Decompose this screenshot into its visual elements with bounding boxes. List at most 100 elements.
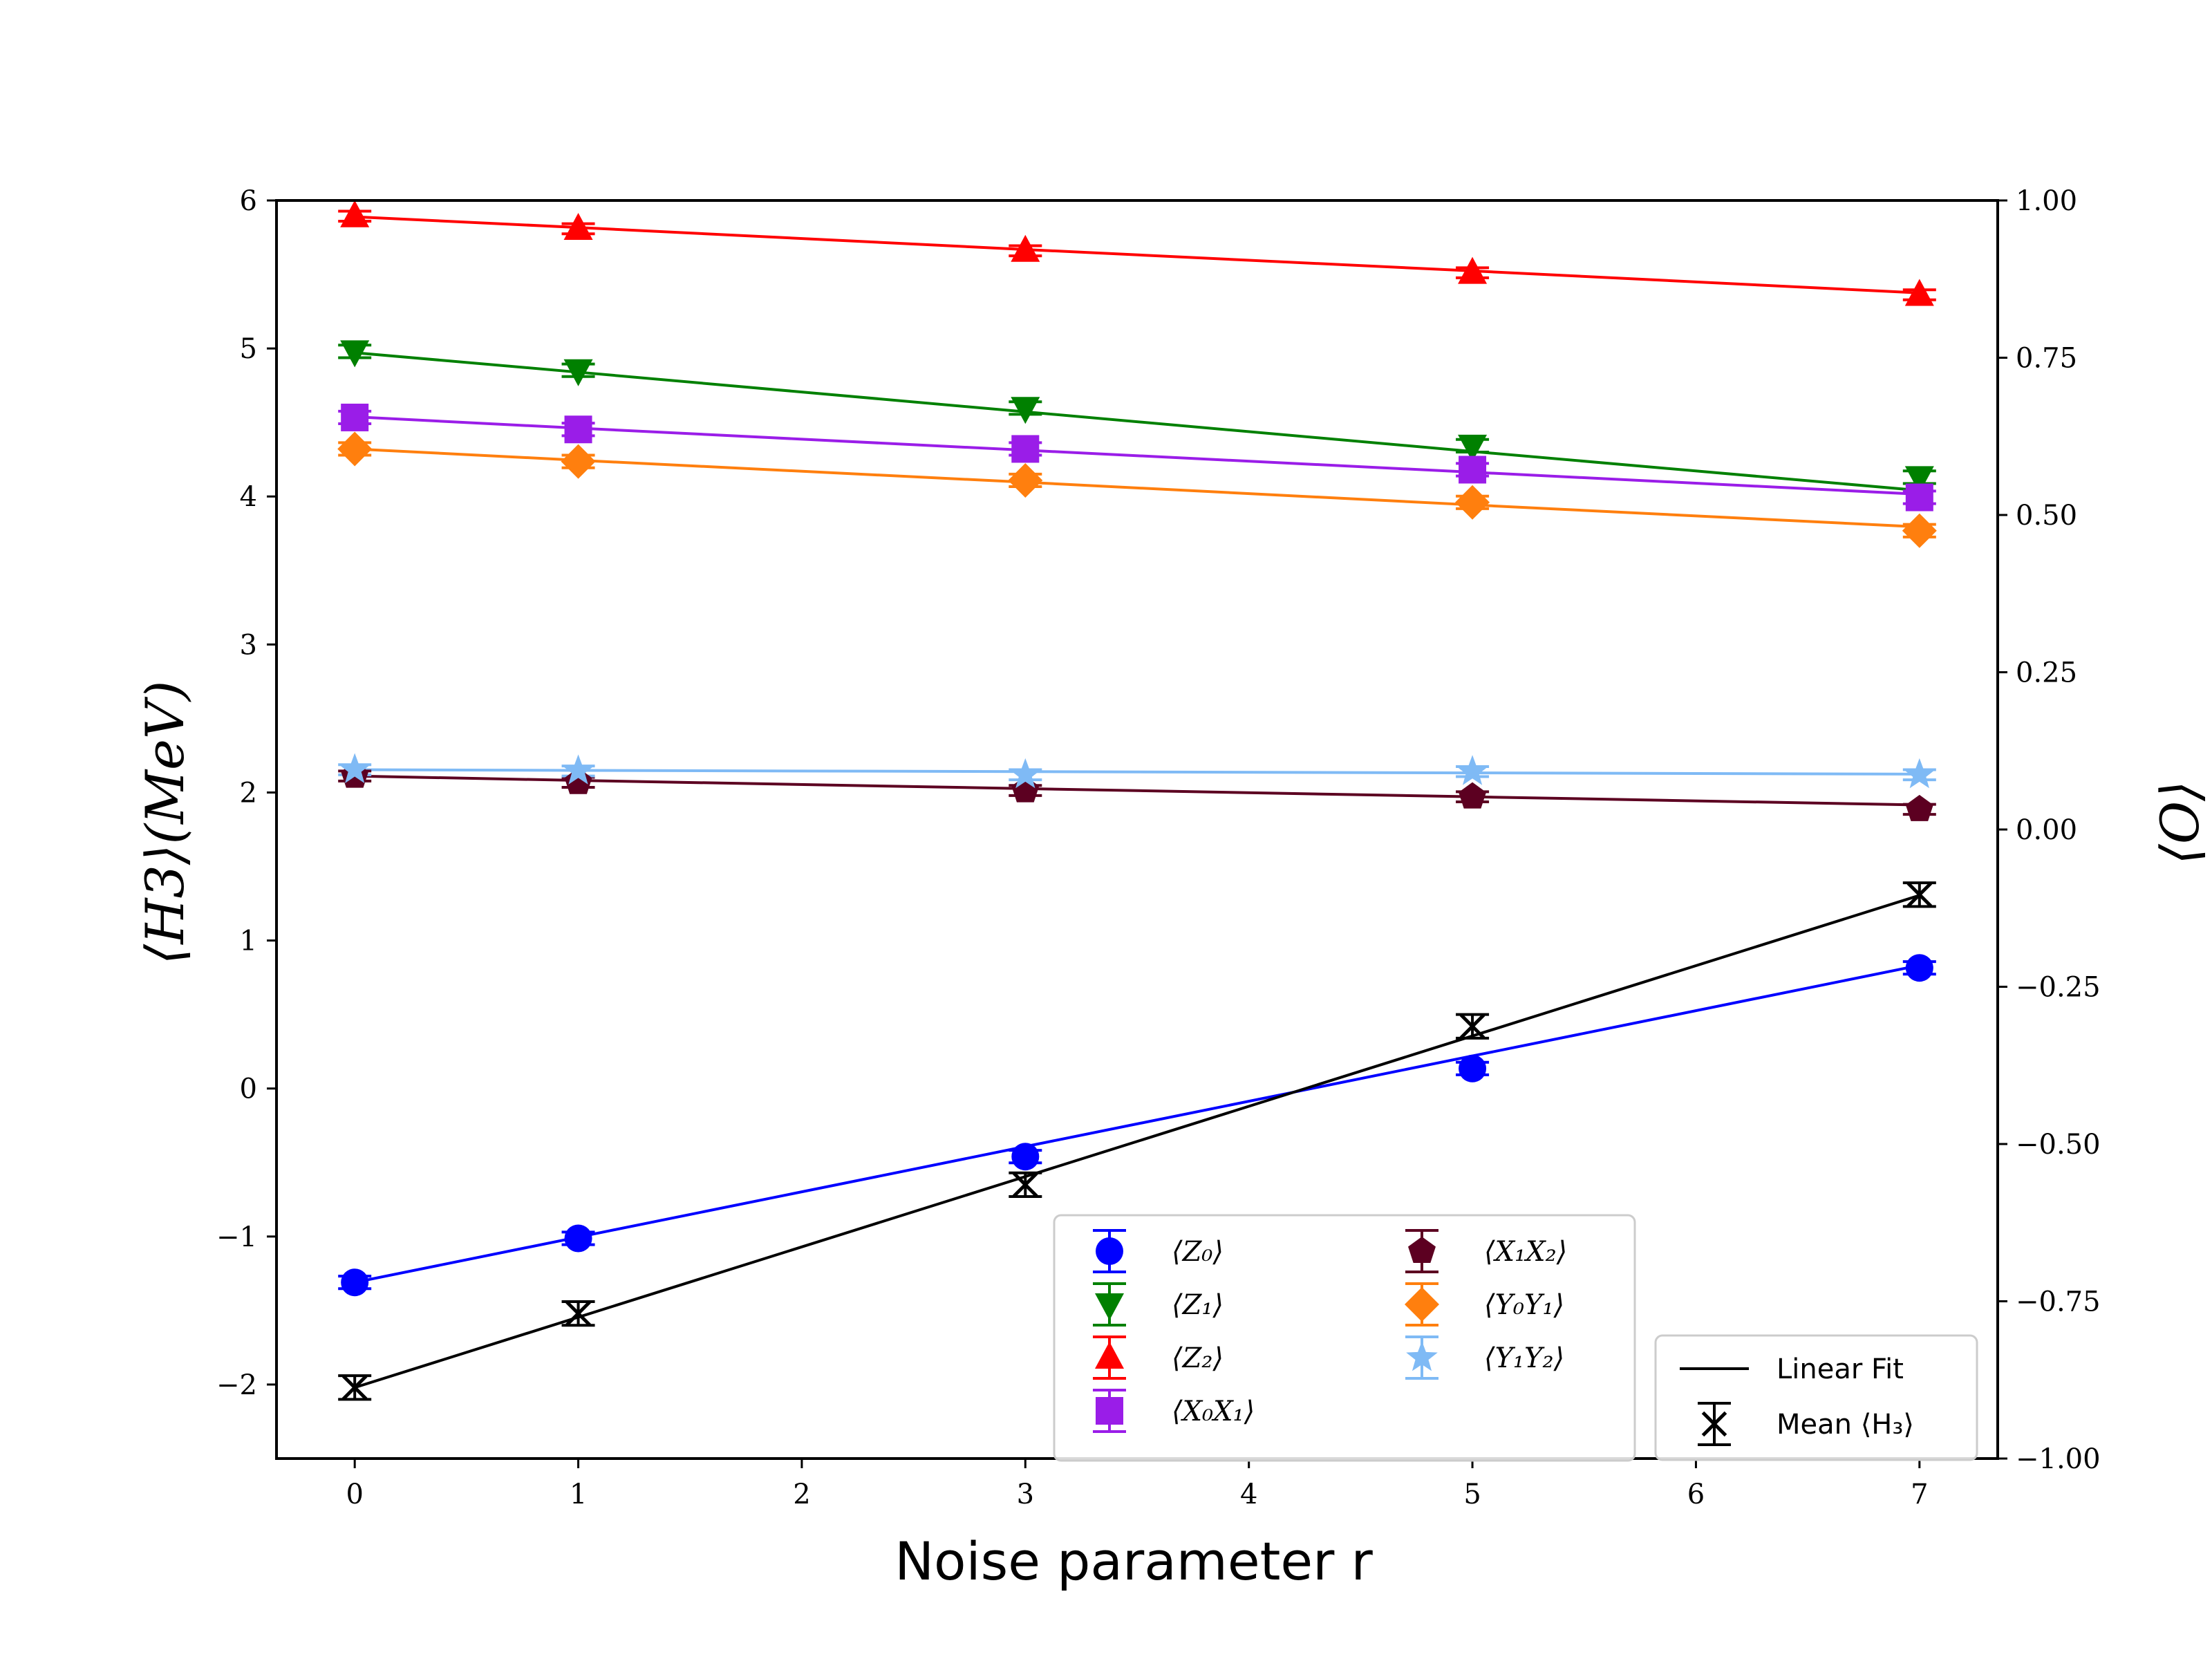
data-point-right-1-4 <box>1904 466 1934 494</box>
data-point-right-2-0 <box>340 200 370 227</box>
legend-marker-1 <box>1095 1293 1124 1320</box>
legend-fit: Linear Fit Mean ⟨H₃⟩ <box>1654 1334 1978 1461</box>
y-left-tick-label-1: −1 <box>216 1221 257 1253</box>
legend-main-frame <box>1053 1214 1636 1462</box>
data-point-right-0-2 <box>1011 1143 1040 1171</box>
legend-marker-5 <box>1405 1287 1439 1322</box>
data-point-left-0-0 <box>341 1374 368 1400</box>
data-point-right-5-2 <box>1008 462 1043 498</box>
data-point-right-0-3 <box>1459 1054 1487 1082</box>
data-point-right-4-3 <box>1459 782 1487 809</box>
y-right-tick-label-8: 1.00 <box>2016 185 2077 217</box>
y-left-tick-label-7: 5 <box>240 333 257 365</box>
data-point-right-2-4 <box>1904 279 1934 306</box>
x-tick-label-1: 1 <box>570 1479 587 1510</box>
data-point-right-6-1 <box>562 754 594 785</box>
data-point-right-3-1 <box>564 415 592 444</box>
data-point-right-0-1 <box>564 1224 592 1253</box>
x-axis-ticks: 0 1 2 3 4 5 6 7 <box>346 1459 1929 1510</box>
y-right-tick-label-1: −0.75 <box>2016 1286 2101 1318</box>
legend-item-0: ⟨Z₀⟩ <box>1093 1229 1224 1273</box>
data-point-right-3-3 <box>1459 456 1487 484</box>
legend-item-1: ⟨Z₁⟩ <box>1093 1282 1224 1327</box>
y-left-axis-ticks: −2 −1 0 1 2 3 4 5 6 <box>216 185 276 1401</box>
x-tick-label-5: 5 <box>1463 1479 1481 1510</box>
data-point-right-3-4 <box>1905 483 1933 512</box>
y-right-tick-label-0: −1.00 <box>2016 1443 2101 1475</box>
legend-label-6: ⟨Y₁Y₂⟩ <box>1484 1342 1564 1374</box>
data-point-right-1-1 <box>563 359 593 386</box>
legend-fit-marker-1 <box>1701 1411 1727 1437</box>
data-point-right-6-0 <box>339 753 371 783</box>
data-point-left-0-4 <box>1906 881 1933 908</box>
legend-fit-item-0: Linear Fit <box>1680 1353 1904 1385</box>
data-point-right-3-0 <box>341 403 369 431</box>
legend-marker-3 <box>1096 1397 1123 1425</box>
x-tick-label-2: 2 <box>793 1479 810 1510</box>
data-point-right-1-2 <box>1011 397 1040 424</box>
data-point-right-2-3 <box>1458 256 1488 284</box>
x-tick-label-7: 7 <box>1911 1479 1928 1510</box>
data-point-right-6-3 <box>1456 755 1488 785</box>
x-tick-label-6: 6 <box>1687 1479 1705 1510</box>
data-point-right-5-4 <box>1902 513 1937 548</box>
legend-marker-4 <box>1408 1237 1436 1263</box>
legend-marker-2 <box>1095 1342 1124 1369</box>
y-right-tick-label-7: 0.75 <box>2016 343 2077 375</box>
data-point-left-0-2 <box>1013 1172 1038 1198</box>
data-point-right-1-3 <box>1458 434 1488 462</box>
y-right-tick-label-5: 0.25 <box>2016 657 2077 689</box>
data-point-left-0-1 <box>565 1300 591 1327</box>
y-right-axis-ticks: −1.00 −0.75 −0.50 −0.25 0.00 0.25 0.50 0.75 1.00 <box>1998 185 2101 1475</box>
legend-fit-item-1: Mean ⟨H₃⟩ <box>1698 1402 1914 1446</box>
y-left-tick-label-5: 3 <box>240 629 257 661</box>
data-point-right-6-4 <box>1903 758 1936 789</box>
data-point-right-6-2 <box>1009 758 1042 789</box>
y-right-tick-label-3: −0.25 <box>2016 972 2101 1004</box>
data-point-right-5-0 <box>337 431 373 467</box>
data-point-right-1-0 <box>340 340 370 368</box>
data-point-right-0-0 <box>341 1268 369 1297</box>
x-tick-label-0: 0 <box>346 1479 363 1510</box>
legend-label-3: ⟨X₀X₁⟩ <box>1172 1396 1255 1427</box>
legend-item-5: ⟨Y₀Y₁⟩ <box>1405 1282 1564 1327</box>
legend-marker-0 <box>1096 1237 1123 1265</box>
y-right-tick-label-4: 0.00 <box>2016 814 2077 846</box>
y-left-tick-label-4: 2 <box>240 777 257 809</box>
legend-fit-label-0: Linear Fit <box>1777 1353 1904 1385</box>
data-point-right-3-2 <box>1011 435 1040 463</box>
y-left-tick-label-8: 6 <box>240 185 257 217</box>
y-left-tick-label-2: 0 <box>240 1074 257 1105</box>
y-left-axis-title: ⟨H3⟩(MeV) <box>134 681 196 965</box>
legend-label-0: ⟨Z₀⟩ <box>1172 1236 1224 1268</box>
y-left-tick-label-3: 1 <box>240 926 257 957</box>
legend-item-6: ⟨Y₁Y₂⟩ <box>1405 1335 1564 1380</box>
legend-label-2: ⟨Z₂⟩ <box>1172 1342 1224 1374</box>
y-right-tick-label-2: −0.50 <box>2016 1129 2101 1161</box>
data-point-right-5-3 <box>1455 485 1490 520</box>
y-right-tick-label-6: 0.50 <box>2016 500 2077 532</box>
legend-item-4: ⟨X₁X₂⟩ <box>1405 1229 1567 1273</box>
data-point-right-2-2 <box>1011 234 1040 262</box>
x-tick-label-4: 4 <box>1240 1479 1257 1510</box>
legend-main: ⟨Z₀⟩ ⟨Z₁⟩ ⟨Z₂⟩ ⟨X₀X₁⟩ ⟨X₁X₂⟩ ⟨Y₀Y₁⟩ ⟨Y₁Y₂⟩ <box>1053 1214 1636 1462</box>
data-point-right-2-1 <box>563 212 593 240</box>
data-point-right-4-4 <box>1905 794 1933 821</box>
legend-label-1: ⟨Z₁⟩ <box>1172 1289 1224 1321</box>
legend-item-3: ⟨X₀X₁⟩ <box>1093 1389 1255 1433</box>
data-point-left-0-3 <box>1459 1013 1485 1040</box>
data-markers <box>337 200 1937 1400</box>
legend-fit-label-1: Mean ⟨H₃⟩ <box>1777 1409 1914 1441</box>
legend-item-2: ⟨Z₂⟩ <box>1093 1335 1224 1380</box>
legend-label-5: ⟨Y₀Y₁⟩ <box>1484 1289 1564 1321</box>
data-point-right-0-4 <box>1905 954 1933 982</box>
y-left-tick-label-6: 4 <box>240 481 257 513</box>
x-tick-label-3: 3 <box>1017 1479 1034 1510</box>
legend-marker-6 <box>1406 1341 1438 1371</box>
y-left-tick-label-0: −2 <box>216 1369 257 1401</box>
legend-label-4: ⟨X₁X₂⟩ <box>1484 1236 1567 1268</box>
y-right-axis-title: ⟨O⟩ <box>2149 780 2211 865</box>
x-axis-title: Noise parameter r <box>894 1530 1373 1592</box>
legend-fit-frame <box>1654 1334 1978 1461</box>
